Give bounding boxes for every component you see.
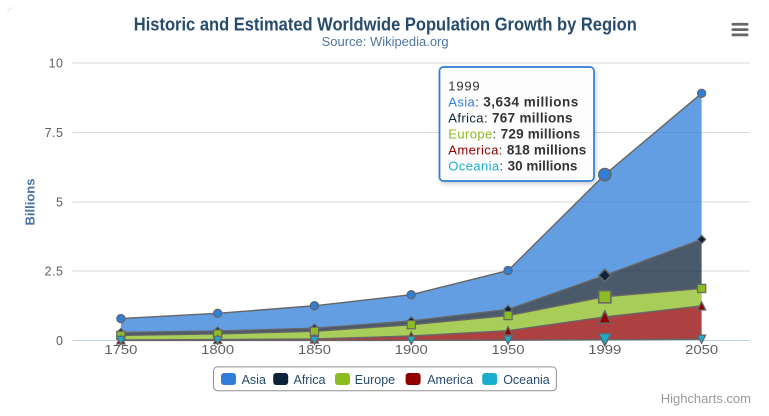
svg-text:Oceania: 30 millions: Oceania: 30 millions [448,158,577,173]
svg-text:America: America [427,373,473,387]
svg-text:2050: 2050 [685,342,718,357]
svg-text:10: 10 [49,57,64,71]
svg-text:Africa: 767 millions: Africa: 767 millions [448,110,573,125]
svg-text:1750: 1750 [104,342,137,357]
svg-text:Historic and Estimated Worldwi: Historic and Estimated Worldwide Populat… [134,14,637,34]
svg-text:America: 818 millions: America: 818 millions [448,142,586,157]
svg-text:Billions: Billions [23,179,38,226]
svg-text:1900: 1900 [395,342,428,357]
svg-text:1999: 1999 [448,78,480,93]
svg-text:1950: 1950 [492,342,525,357]
svg-text:Asia: Asia [242,373,266,387]
svg-text:2.5: 2.5 [45,265,64,279]
svg-text:Africa: Africa [294,373,326,387]
svg-text:Oceania: Oceania [503,373,550,387]
svg-text:0: 0 [56,334,63,348]
svg-text:1850: 1850 [298,342,331,357]
svg-text:1999: 1999 [588,342,621,357]
svg-text:Highcharts.com: Highcharts.com [661,391,751,406]
svg-text:1800: 1800 [201,342,234,357]
svg-text:Asia: 3,634 millions: Asia: 3,634 millions [448,94,578,109]
svg-text:Europe: Europe [355,373,395,387]
svg-text:Source: Wikipedia.org: Source: Wikipedia.org [322,34,449,49]
svg-text:5: 5 [56,195,63,209]
svg-text:7.5: 7.5 [45,126,64,140]
svg-text:Europe: 729 millions: Europe: 729 millions [448,126,580,141]
